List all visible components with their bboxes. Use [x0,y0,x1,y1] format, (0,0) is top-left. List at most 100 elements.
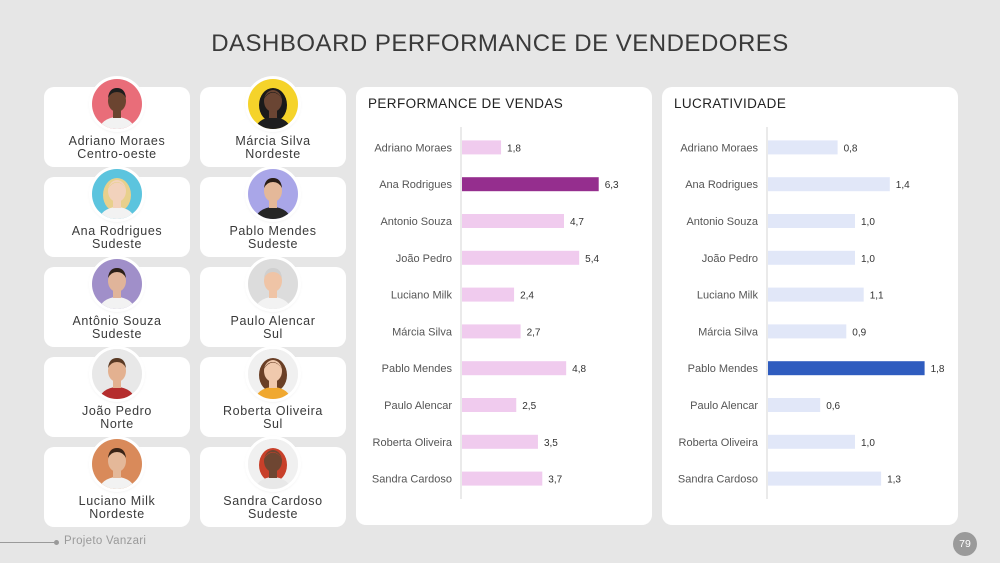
bar [768,214,855,228]
bar [768,361,925,376]
avatar-woman-icon [248,439,298,489]
salesperson-region: Centro-oeste [77,147,157,161]
salesperson-card: Adriano Moraes Centro-oeste [44,79,190,167]
salesperson-region: Nordeste [89,507,145,521]
sales-performance-chart: Adriano Moraes 1,8 Ana Rodrigues 6,3 Antonio… [372,127,619,499]
bar [462,140,502,155]
salesperson-region: Sudeste [91,237,143,251]
salesperson-name: Pablo Mendes [229,224,317,238]
profitability-panel: LUCRATIVIDADE Adriano Moraes 0,8 Ana Rodri… [662,87,958,525]
bar-value-label: 2,4 [520,291,534,302]
bar-value-label: 0,9 [852,327,866,338]
bar-value-label: 1,0 [861,438,875,449]
salesperson-name: Adriano Moraes [68,134,166,148]
category-tick-label: Pablo Mendes [688,363,759,375]
bar-value-label: 1,8 [931,364,945,375]
bar-value-label: 2,7 [527,327,541,338]
avatar-woman-icon [92,169,142,219]
bar-value-label: 2,5 [522,401,536,412]
profit-chart-title: LUCRATIVIDADE [674,96,787,111]
salesperson-name: Roberta Oliveira [223,404,323,418]
salesperson-region: Sudeste [91,327,143,341]
bar [768,398,821,412]
category-tick-label: João Pedro [702,253,758,265]
bar-value-label: 0,6 [826,401,840,412]
category-tick-label: Ana Rodrigues [685,179,758,191]
avatar-man-icon [92,349,142,399]
bar [462,287,515,302]
avatar-man-icon [92,79,142,129]
salesperson-name: Paulo Alencar [230,314,316,328]
bar-value-label: 0,8 [844,143,858,154]
salesperson-card: Ana Rodrigues Sudeste [44,169,190,257]
salesperson-card: Roberta Oliveira Sul [200,349,346,437]
category-tick-label: Márcia Silva [698,326,759,338]
salesperson-region: Nordeste [245,147,301,161]
category-tick-label: Ana Rodrigues [379,179,452,191]
salesperson-name: Luciano Milk [78,494,156,508]
avatar-man-icon [248,169,298,219]
salesperson-name: Sandra Cardoso [223,494,323,508]
bar [462,250,580,265]
salesperson-card: Paulo Alencar Sul [200,259,346,347]
salesperson-region: Sudeste [247,507,299,521]
bar [462,177,599,192]
salesperson-name: Antônio Souza [72,314,162,328]
bar [462,471,543,486]
category-tick-label: Sandra Cardoso [678,474,758,486]
avatar-woman-icon [248,79,298,129]
category-tick-label: Paulo Alencar [690,400,758,412]
salesperson-card: Antônio Souza Sudeste [44,259,190,347]
avatar-man-icon [248,259,298,309]
salesperson-name: Ana Rodrigues [71,224,163,238]
bar-value-label: 4,7 [570,217,584,228]
footer-divider [0,542,56,543]
category-tick-label: Antonio Souza [686,216,758,228]
page-title: DASHBOARD PERFORMANCE DE VENDEDORES [211,30,789,57]
bar [462,361,567,376]
category-tick-label: Sandra Cardoso [372,474,452,486]
category-tick-label: Adriano Moraes [680,142,758,154]
salesperson-region: Sul [263,327,283,341]
bar [768,177,890,192]
category-tick-label: Adriano Moraes [374,142,452,154]
bar-value-label: 1,4 [896,180,910,191]
bar-value-label: 1,8 [507,143,521,154]
sales-chart-title: PERFORMANCE DE VENDAS [368,96,564,111]
page-number-badge: 79 [953,532,977,556]
category-tick-label: Luciano Milk [391,290,453,302]
salesperson-region: Sudeste [247,237,299,251]
footer-project-name: Projeto Vanzari [64,535,147,547]
bar [462,214,564,228]
category-tick-label: João Pedro [396,253,452,265]
bar-value-label: 1,3 [887,475,901,486]
avatar-man-icon [92,259,142,309]
bar-value-label: 3,5 [544,438,558,449]
bar-value-label: 5,4 [585,254,599,265]
category-tick-label: Pablo Mendes [382,363,453,375]
bar [768,471,882,486]
bar-value-label: 1,0 [861,254,875,265]
bar-value-label: 1,1 [870,291,884,302]
salesperson-region: Norte [100,417,134,431]
category-tick-label: Roberta Oliveira [679,437,759,449]
salesperson-card: João Pedro Norte [44,349,190,437]
salesperson-card: Pablo Mendes Sudeste [200,169,346,257]
avatar-man-icon [92,439,142,489]
salesperson-name: Márcia Silva [235,134,311,148]
bar-value-label: 3,7 [548,475,562,486]
salesperson-region: Sul [263,417,283,431]
salesperson-card: Márcia Silva Nordeste [200,79,346,167]
bar-value-label: 6,3 [605,180,619,191]
bar [462,324,521,339]
salesperson-name: João Pedro [82,404,152,418]
category-tick-label: Roberta Oliveira [373,437,453,449]
avatar-woman-icon [248,349,298,399]
profitability-chart: Adriano Moraes 0,8 Ana Rodrigues 1,4 Antonio… [678,127,945,499]
bar-value-label: 1,0 [861,217,875,228]
bar [462,434,538,449]
category-tick-label: Márcia Silva [392,326,453,338]
bar [768,140,838,155]
category-tick-label: Luciano Milk [697,290,759,302]
bar [768,324,847,339]
